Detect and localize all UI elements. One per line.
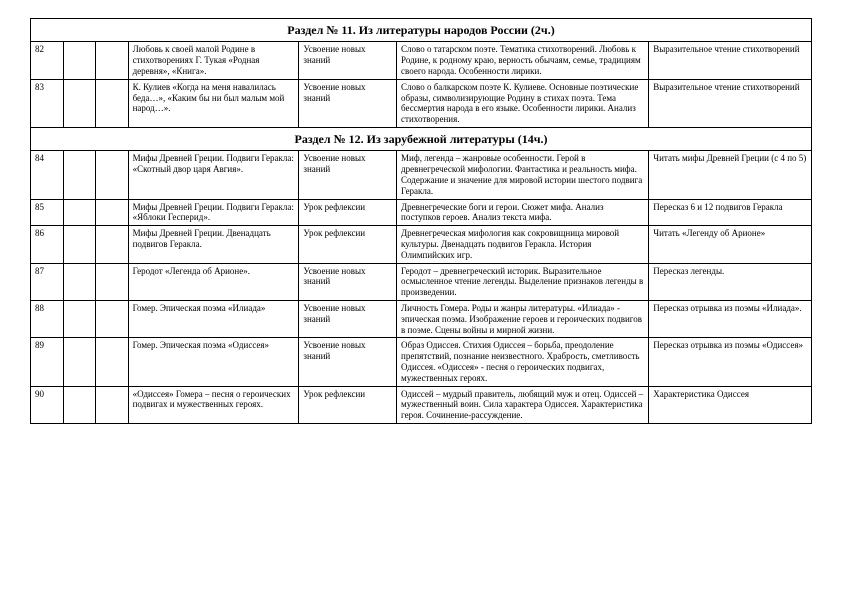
topic-cell: Мифы Древней Греции. Двенадцать подвигов… bbox=[128, 226, 299, 263]
homework-cell: Пересказ отрывка из поэмы «Илиада». bbox=[649, 300, 812, 337]
topic-cell: Гомер. Эпическая поэма «Илиада» bbox=[128, 300, 299, 337]
content-cell: Личность Гомера. Роды и жанры литературы… bbox=[397, 300, 649, 337]
lesson-type-cell: Урок рефлексии bbox=[299, 199, 397, 226]
col-blank-2 bbox=[96, 199, 129, 226]
col-blank-2 bbox=[96, 386, 129, 423]
content-cell: Слово о балкарском поэте К. Кулиеве. Осн… bbox=[397, 79, 649, 127]
lesson-type-cell: Усвоение новых знаний bbox=[299, 151, 397, 199]
table-row: 84 Мифы Древней Греции. Подвиги Геракла: … bbox=[31, 151, 812, 199]
col-blank-2 bbox=[96, 263, 129, 300]
topic-cell: Мифы Древней Греции. Подвиги Геракла: «С… bbox=[128, 151, 299, 199]
table-row: 87 Геродот «Легенда об Арионе».Усвоение н… bbox=[31, 263, 812, 300]
col-blank-2 bbox=[96, 300, 129, 337]
section-header: Раздел № 11. Из литературы народов Росси… bbox=[31, 19, 812, 42]
row-number: 89 bbox=[31, 338, 64, 386]
row-number: 86 bbox=[31, 226, 64, 263]
table-row: 89 Гомер. Эпическая поэма «Одиссея»Усвоен… bbox=[31, 338, 812, 386]
lesson-type-cell: Усвоение новых знаний bbox=[299, 42, 397, 79]
content-cell: Одиссей – мудрый правитель, любящий муж … bbox=[397, 386, 649, 423]
row-number: 85 bbox=[31, 199, 64, 226]
col-blank-2 bbox=[96, 338, 129, 386]
row-number: 87 bbox=[31, 263, 64, 300]
table-row: 82 Любовь к своей малой Родине в стихотво… bbox=[31, 42, 812, 79]
col-blank-1 bbox=[63, 151, 96, 199]
content-cell: Геродот – древнегреческий историк. Выраз… bbox=[397, 263, 649, 300]
col-blank-2 bbox=[96, 79, 129, 127]
col-blank-1 bbox=[63, 300, 96, 337]
topic-cell: Любовь к своей малой Родине в стихотворе… bbox=[128, 42, 299, 79]
col-blank-2 bbox=[96, 226, 129, 263]
lesson-type-cell: Усвоение новых знаний bbox=[299, 79, 397, 127]
homework-cell: Выразительное чтение стихотворений bbox=[649, 79, 812, 127]
lesson-type-cell: Усвоение новых знаний bbox=[299, 263, 397, 300]
homework-cell: Читать «Легенду об Арионе» bbox=[649, 226, 812, 263]
table-row: 86 Мифы Древней Греции. Двенадцать подвиг… bbox=[31, 226, 812, 263]
content-cell: Образ Одиссея. Стихия Одиссея – борьба, … bbox=[397, 338, 649, 386]
topic-cell: К. Кулиев «Когда на меня навалилась беда… bbox=[128, 79, 299, 127]
lesson-type-cell: Усвоение новых знаний bbox=[299, 300, 397, 337]
table-row: 88 Гомер. Эпическая поэма «Илиада»Усвоени… bbox=[31, 300, 812, 337]
topic-cell: Гомер. Эпическая поэма «Одиссея» bbox=[128, 338, 299, 386]
lesson-type-cell: Усвоение новых знаний bbox=[299, 338, 397, 386]
content-cell: Древнегреческая мифология как сокровищни… bbox=[397, 226, 649, 263]
content-cell: Слово о татарском поэте. Тематика стихот… bbox=[397, 42, 649, 79]
col-blank-1 bbox=[63, 338, 96, 386]
lesson-type-cell: Урок рефлексии bbox=[299, 226, 397, 263]
content-cell: Древнегреческие боги и герои. Сюжет мифа… bbox=[397, 199, 649, 226]
homework-cell: Пересказ отрывка из поэмы «Одиссея» bbox=[649, 338, 812, 386]
col-blank-1 bbox=[63, 386, 96, 423]
homework-cell: Читать мифы Древней Греции (с 4 по 5) bbox=[649, 151, 812, 199]
homework-cell: Характеристика Одиссея bbox=[649, 386, 812, 423]
topic-cell: Геродот «Легенда об Арионе». bbox=[128, 263, 299, 300]
table-row: 90 «Одиссея» Гомера – песня о героических… bbox=[31, 386, 812, 423]
content-cell: Миф, легенда – жанровые особенности. Гер… bbox=[397, 151, 649, 199]
table-row: 83 К. Кулиев «Когда на меня навалилась бе… bbox=[31, 79, 812, 127]
row-number: 88 bbox=[31, 300, 64, 337]
homework-cell: Пересказ легенды. bbox=[649, 263, 812, 300]
col-blank-1 bbox=[63, 79, 96, 127]
topic-cell: «Одиссея» Гомера – песня о героических п… bbox=[128, 386, 299, 423]
homework-cell: Пересказ 6 и 12 подвигов Геракла bbox=[649, 199, 812, 226]
table-row: 85 Мифы Древней Греции. Подвиги Геракла: … bbox=[31, 199, 812, 226]
col-blank-2 bbox=[96, 151, 129, 199]
row-number: 90 bbox=[31, 386, 64, 423]
lesson-type-cell: Урок рефлексии bbox=[299, 386, 397, 423]
col-blank-1 bbox=[63, 199, 96, 226]
col-blank-2 bbox=[96, 42, 129, 79]
col-blank-1 bbox=[63, 263, 96, 300]
lesson-plan-table: Раздел № 11. Из литературы народов Росси… bbox=[30, 18, 812, 424]
row-number: 83 bbox=[31, 79, 64, 127]
col-blank-1 bbox=[63, 42, 96, 79]
col-blank-1 bbox=[63, 226, 96, 263]
homework-cell: Выразительное чтение стихотворений bbox=[649, 42, 812, 79]
row-number: 82 bbox=[31, 42, 64, 79]
topic-cell: Мифы Древней Греции. Подвиги Геракла: «Я… bbox=[128, 199, 299, 226]
section-header: Раздел № 12. Из зарубежной литературы (1… bbox=[31, 127, 812, 150]
row-number: 84 bbox=[31, 151, 64, 199]
